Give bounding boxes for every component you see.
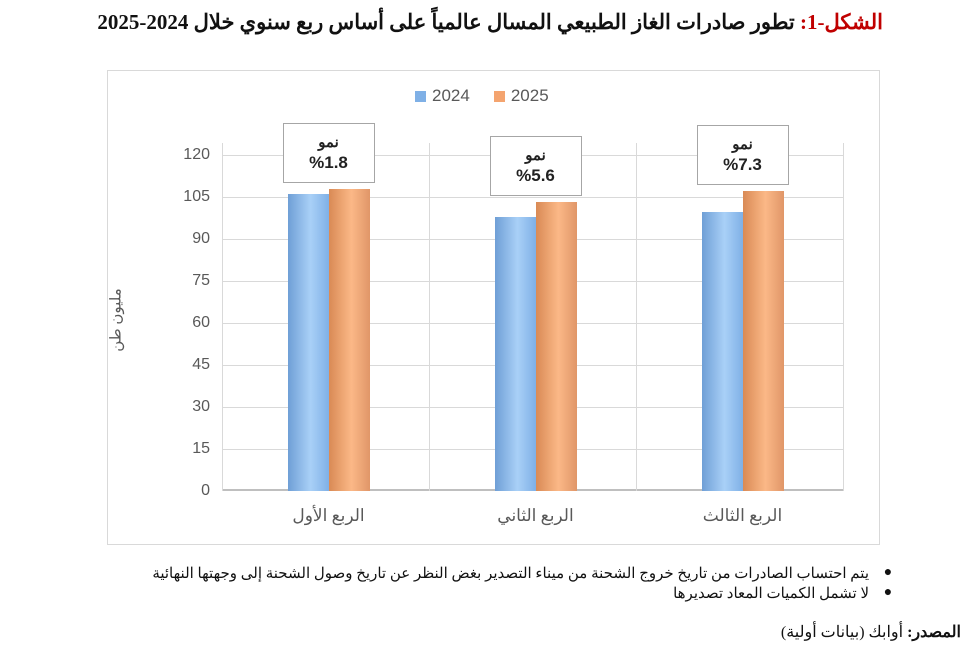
figure-title-text: تطور صادرات الغاز الطبيعي المسال عالمياً… bbox=[97, 10, 795, 34]
bullet-icon: ● bbox=[883, 585, 893, 600]
x-tick-label: الربع الأول bbox=[292, 506, 365, 525]
legend-swatch-2024 bbox=[415, 90, 426, 102]
growth-label: نمو bbox=[525, 146, 546, 164]
x-tick-label: الربع الثالث bbox=[702, 506, 783, 525]
footnote-text: يتم احتساب الصادرات من تاريخ خروج الشحنة… bbox=[152, 565, 869, 582]
growth-label: نمو bbox=[318, 133, 339, 151]
growth-callout: نمو %1.8 bbox=[282, 122, 375, 183]
footnote-text: لا تشمل الكميات المعاد تصديرها bbox=[673, 585, 869, 602]
gridline bbox=[222, 197, 843, 198]
legend-label-2024: 2024 bbox=[432, 86, 470, 105]
source-line: المصدر: أوابك (بيانات أولية) bbox=[781, 622, 961, 642]
y-tick-label: 105 bbox=[183, 188, 210, 205]
legend-label-2025: 2025 bbox=[510, 86, 549, 105]
footnotes: ● يتم احتساب الصادرات من تاريخ خروج الشح… bbox=[152, 563, 893, 603]
bar-2025-q2 bbox=[535, 201, 577, 491]
plot-area: 0 15 30 45 60 75 90 105 120 bbox=[183, 143, 844, 499]
figure-title: الشكل-1: تطور صادرات الغاز الطبيعي المسا… bbox=[97, 10, 883, 35]
legend-swatch-2025 bbox=[493, 90, 505, 102]
growth-label: نمو bbox=[732, 136, 753, 154]
footnote-item: ● لا تشمل الكميات المعاد تصديرها bbox=[152, 583, 893, 603]
category-divider bbox=[843, 143, 844, 491]
y-tick-label: 15 bbox=[192, 440, 210, 457]
bar-2024-q2 bbox=[494, 216, 536, 491]
y-axis-label: مليون طن bbox=[108, 288, 125, 352]
growth-callout: نمو %5.6 bbox=[489, 135, 582, 196]
growth-value: %1.8 bbox=[309, 152, 348, 172]
bullet-icon: ● bbox=[883, 565, 893, 580]
y-tick-label: 0 bbox=[201, 482, 210, 499]
category-divider bbox=[636, 143, 637, 491]
y-tick-label: 30 bbox=[192, 398, 210, 415]
y-tick-label: 75 bbox=[192, 272, 210, 289]
y-tick-label: 60 bbox=[192, 314, 210, 331]
y-tick-label: 90 bbox=[192, 230, 210, 247]
bar-2025-q1 bbox=[328, 188, 370, 491]
chart-legend: 2024 2025 bbox=[415, 86, 549, 106]
bar-2024-q3 bbox=[701, 211, 743, 491]
category-divider bbox=[429, 143, 430, 491]
footnote-item: ● يتم احتساب الصادرات من تاريخ خروج الشح… bbox=[152, 563, 893, 583]
y-tick-label: 45 bbox=[192, 356, 210, 373]
legend-item-2024: 2024 bbox=[415, 86, 470, 106]
figure-number: الشكل-1: bbox=[800, 10, 883, 34]
growth-value: %5.6 bbox=[516, 165, 555, 185]
bar-2024-q1 bbox=[287, 193, 329, 491]
y-tick-label: 120 bbox=[183, 146, 210, 163]
growth-value: %7.3 bbox=[723, 155, 762, 175]
source-text: أوابك (بيانات أولية) bbox=[780, 624, 904, 641]
source-label: المصدر: bbox=[907, 624, 961, 641]
bar-2025-q3 bbox=[742, 191, 784, 491]
growth-callout: نمو %7.3 bbox=[696, 125, 789, 186]
x-tick-label: الربع الثاني bbox=[497, 506, 574, 525]
legend-item-2025: 2025 bbox=[493, 86, 549, 106]
category-divider bbox=[222, 143, 223, 491]
